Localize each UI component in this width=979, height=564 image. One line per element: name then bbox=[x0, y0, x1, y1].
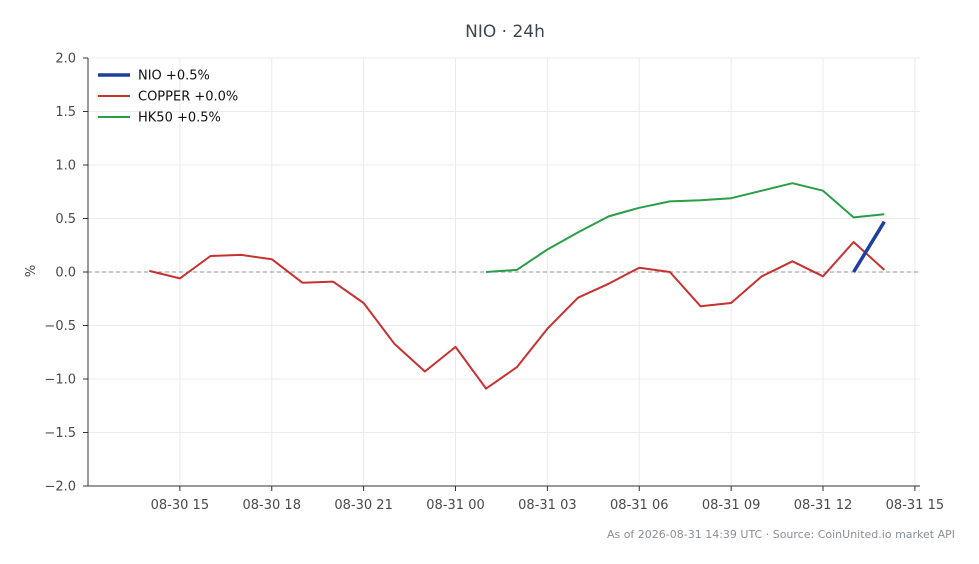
x-tick-label: 08-30 18 bbox=[243, 498, 301, 513]
series-lines bbox=[149, 182, 886, 390]
x-tick-label: 08-31 12 bbox=[794, 498, 852, 513]
x-tick-label: 08-31 03 bbox=[518, 498, 576, 513]
series-line-copper bbox=[149, 241, 885, 390]
y-tick-label: 1.0 bbox=[55, 159, 76, 174]
series-line-hk50 bbox=[486, 182, 885, 273]
x-tick-label: 08-31 00 bbox=[426, 498, 484, 513]
series-line-nio bbox=[852, 220, 886, 273]
x-tick-label: 08-31 09 bbox=[702, 498, 760, 513]
y-tick-label: 0.0 bbox=[55, 266, 76, 281]
y-axis-label: % bbox=[24, 265, 39, 277]
y-tick-label: −2.0 bbox=[44, 480, 76, 495]
y-tick-label: 1.5 bbox=[55, 105, 76, 120]
x-axis-ticks: 08-30 15 08-30 18 08-30 21 08-31 00 08-31 03… bbox=[151, 486, 944, 513]
legend: NIO +0.5% COPPER +0.0% HK50 +0.5% bbox=[98, 69, 238, 126]
y-tick-label: 0.5 bbox=[55, 212, 76, 227]
y-axis-ticks: 2.0 1.5 1.0 0.5 0.0 −0.5 −1.0 −1.5 −2.0 bbox=[44, 52, 88, 495]
x-tick-label: 08-31 15 bbox=[886, 498, 944, 513]
legend-label-nio: NIO +0.5% bbox=[138, 69, 210, 84]
x-tick-label: 08-30 15 bbox=[151, 498, 209, 513]
y-tick-label: −1.0 bbox=[44, 373, 76, 388]
x-tick-label: 08-30 21 bbox=[334, 498, 392, 513]
legend-label-copper: COPPER +0.0% bbox=[138, 90, 238, 105]
chart-title: NIO · 24h bbox=[465, 22, 545, 42]
y-tick-label: 2.0 bbox=[55, 52, 76, 67]
x-tick-label: 08-31 06 bbox=[610, 498, 668, 513]
y-tick-label: −0.5 bbox=[44, 319, 76, 334]
legend-label-hk50: HK50 +0.5% bbox=[138, 111, 221, 126]
footer-source-note: As of 2026-08-31 14:39 UTC · Source: Coi… bbox=[607, 528, 955, 541]
y-tick-label: −1.5 bbox=[44, 426, 76, 441]
